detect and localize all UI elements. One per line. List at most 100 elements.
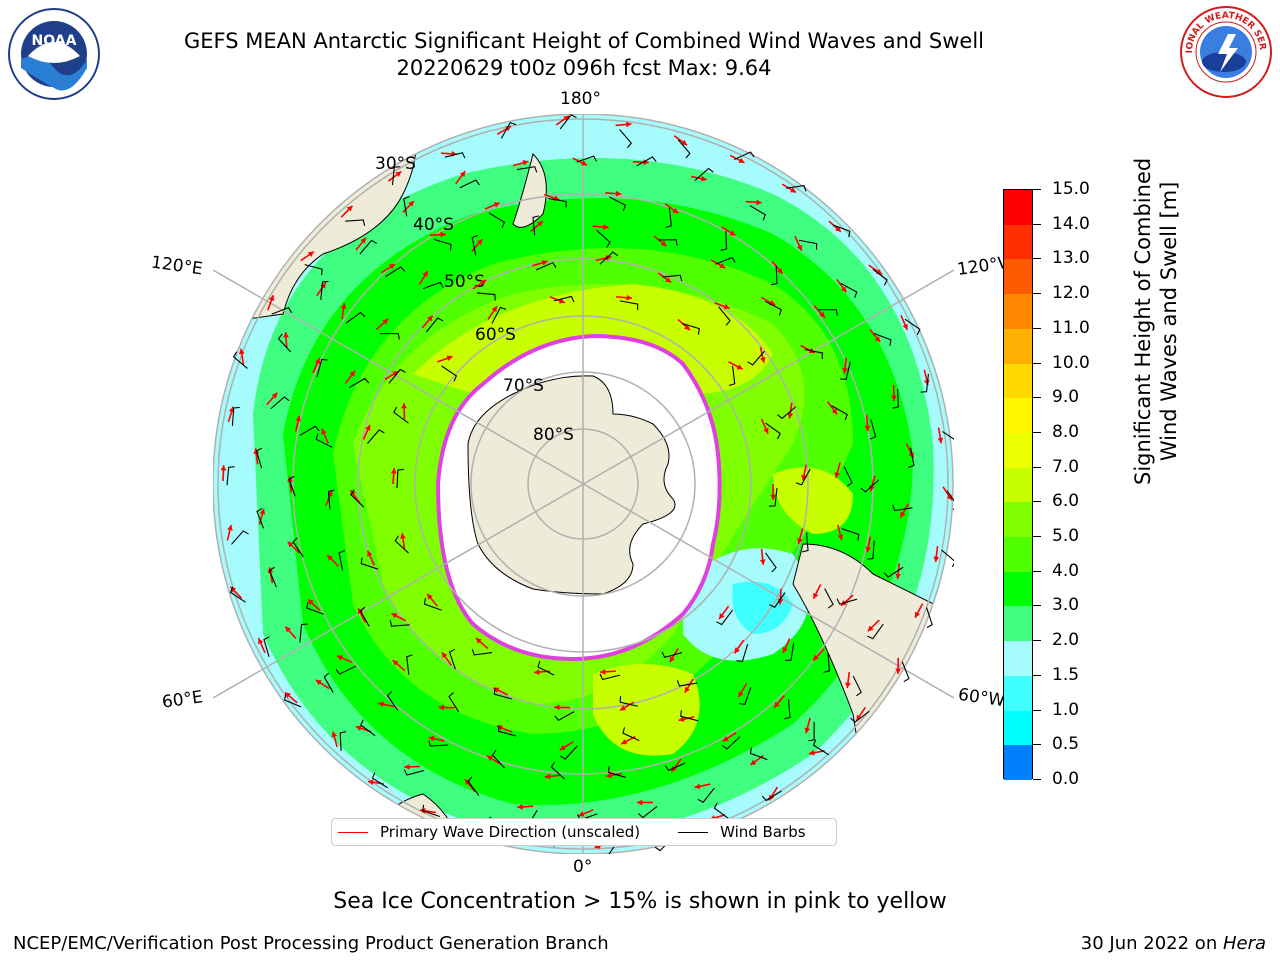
colorbar-tick-mark [1033, 536, 1041, 538]
wave-arrow-head [285, 626, 291, 633]
wave-arrow-head [438, 704, 444, 711]
wave-arrow-head [606, 772, 612, 779]
wave-arrow-head [367, 550, 373, 557]
colorbar-tick-label: 0.5 [1052, 734, 1080, 755]
wave-arrow-head [517, 804, 523, 810]
wind-barb [441, 365, 458, 382]
wind-barb [599, 673, 621, 681]
wave-arrow-head [831, 408, 838, 415]
colorbar-tick-mark [1033, 640, 1041, 642]
wind-barb [804, 348, 823, 359]
colorbar-segment [1004, 606, 1032, 642]
wave-arrow-head [867, 625, 874, 632]
wind-barb [327, 489, 335, 510]
wave-arrow-head [736, 364, 743, 370]
wind-barb [808, 721, 815, 742]
wind-barb [786, 184, 807, 192]
chart-subtitle-forecast: 20220629 t00z 096h fcst Max: 9.64 [396, 56, 772, 80]
wave-arrow-head [660, 240, 667, 247]
wind-barb [349, 377, 370, 389]
colorbar-tick-label: 3.0 [1052, 595, 1080, 616]
wind-barb [380, 333, 400, 340]
wave-arrow-head [320, 282, 326, 289]
wave-arrow-head [408, 201, 414, 207]
wind-barb [798, 239, 818, 250]
lat-label-70s: 70°S [503, 376, 544, 396]
wind-barb [926, 607, 933, 628]
wind-barb [476, 292, 496, 301]
wind-barb [299, 425, 320, 436]
wind-barb [680, 710, 699, 722]
wave-arrow-head [787, 412, 794, 419]
wind-barb [599, 251, 619, 265]
wind-barb [619, 129, 633, 149]
wind-barb [339, 731, 347, 751]
wind-barb [749, 747, 768, 761]
colorbar-tick-mark [1033, 189, 1041, 190]
wave-arrow-head [620, 705, 627, 711]
wind-barb [784, 699, 791, 720]
wave-arrow-head [678, 716, 685, 722]
wind-barb [747, 350, 765, 366]
wind-barb [596, 229, 611, 248]
wind-barb [946, 490, 954, 511]
wind-barb [350, 489, 365, 508]
wave-arrow-head [559, 745, 566, 751]
colorbar-tick-label: 8.0 [1052, 421, 1080, 442]
wind-barb [283, 694, 302, 708]
wave-arrow-head [360, 237, 366, 244]
wave-arrow-head [578, 811, 585, 817]
wave-arrow-head [287, 541, 294, 548]
wind-barb [636, 156, 657, 167]
wave-arrow-head [321, 428, 327, 435]
wave-band-calm-b [732, 581, 793, 634]
colorbar-tick-mark [1033, 397, 1041, 399]
lat-label-30s: 30°S [375, 154, 416, 174]
wind-barb [638, 805, 658, 819]
wave-arrow-head [541, 260, 548, 266]
wind-barb [491, 749, 506, 769]
wave-arrow-head [522, 159, 529, 166]
wind-barb [359, 239, 377, 255]
wave-arrow-head [389, 264, 396, 270]
wave-arrow-head [763, 427, 769, 434]
wave-arrow-head [671, 765, 677, 772]
wind-barb [391, 166, 401, 186]
wave-arrow-head [367, 779, 374, 786]
wind-barb [422, 804, 440, 818]
wave-arrow-head [315, 679, 322, 686]
wind-barb [850, 710, 870, 723]
wind-barb [367, 429, 385, 444]
wave-arrow-head [440, 231, 446, 238]
wind-barb [901, 661, 910, 683]
wave-arrow-head [400, 533, 406, 539]
wind-barb [255, 447, 263, 469]
wind-barb [812, 739, 830, 756]
wind-barb [359, 719, 376, 737]
wind-barb [389, 620, 410, 627]
lat-label-50s: 50°S [444, 272, 485, 292]
wind-barb [664, 762, 686, 772]
legend-barb-line [678, 831, 709, 833]
wind-barb [488, 212, 506, 229]
colorbar-tick-mark [1033, 293, 1041, 295]
wind-barb [867, 623, 884, 640]
colorbar-segment [1004, 259, 1032, 295]
wind-barb [553, 295, 575, 303]
wave-arrow-head [259, 508, 266, 515]
wind-barb [548, 198, 567, 208]
wind-barb [497, 725, 517, 737]
wind-barb [335, 665, 356, 675]
colorbar-segment [1004, 328, 1032, 365]
wave-arrow-head [734, 647, 741, 654]
wave-arrow-head [307, 599, 314, 606]
wave-arrow-head [258, 638, 264, 645]
colorbar-tick-mark [1033, 223, 1041, 225]
wave-arrow-head [681, 139, 688, 146]
wind-barb [229, 586, 246, 603]
wave-arrow-head [558, 298, 565, 304]
footer-branch: NCEP/EMC/Verification Post Processing Pr… [13, 933, 609, 954]
wave-arrow-head [428, 735, 435, 742]
sea-ice-note: Sea Ice Concentration > 15% is shown in … [333, 889, 947, 914]
wave-arrow-head [759, 559, 766, 565]
